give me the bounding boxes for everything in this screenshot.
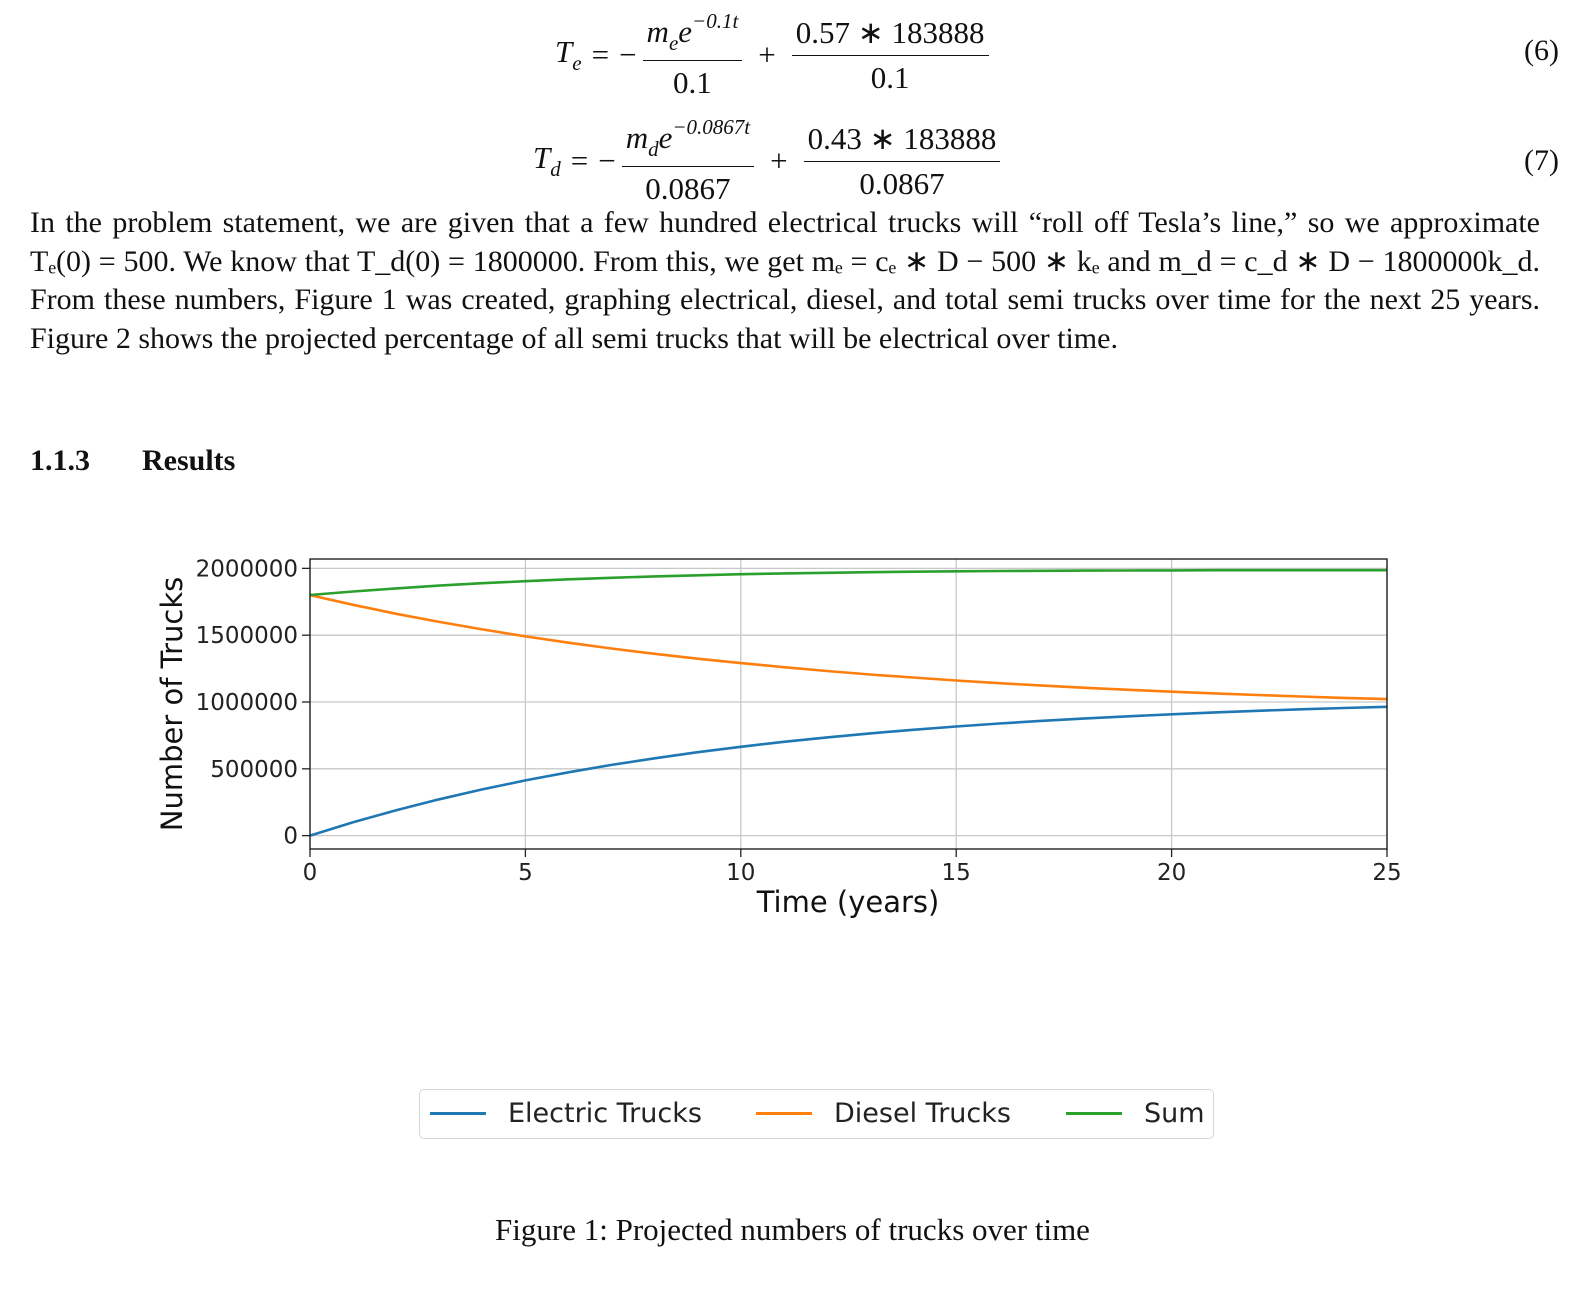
x-axis-label: Time (years) [756, 885, 940, 919]
eq7-var-sub: d [648, 137, 659, 161]
eq6-numerator-2: 0.57 ∗ 183888 [791, 15, 989, 56]
legend-item-diesel: Diesel Trucks [756, 1090, 1011, 1137]
equation-7-body: Td = − mde−0.0867t 0.0867 + 0.43 ∗ 18388… [533, 106, 1006, 216]
frame-layer [309, 558, 1388, 850]
eq7-exponent: −0.0867t [672, 115, 751, 139]
eq6-fraction-1: mee−0.1t 0.1 [642, 9, 743, 101]
eq6-var-sub: e [668, 31, 679, 55]
eq7-denominator-1: 0.0867 [645, 171, 731, 206]
x-tick-label-10: 10 [726, 860, 755, 886]
legend-swatch-diesel [756, 1112, 812, 1115]
x-tick-label-0: 0 [303, 860, 318, 886]
y-axis-label: Number of Trucks [155, 577, 189, 832]
grid-layer [309, 559, 1388, 849]
equation-7: Td = − mde−0.0867t 0.0867 + 0.43 ∗ 18388… [0, 106, 1585, 216]
equation-6-body: Te = − mee−0.1t 0.1 + 0.57 ∗ 183888 0.1 [555, 0, 995, 110]
y-tick-label-0: 0 [283, 824, 298, 850]
legend-label-sum: Sum [1144, 1098, 1205, 1129]
figure-caption: Figure 1: Projected numbers of trucks ov… [495, 1212, 1090, 1247]
x-tick-label-25: 25 [1372, 860, 1401, 886]
legend-label-electric: Electric Trucks [508, 1098, 702, 1129]
series-line-diesel-trucks [309, 593, 1388, 701]
legend-item-sum: Sum [1066, 1090, 1205, 1137]
y-tick-label-1500000: 1500000 [196, 623, 298, 649]
eq6-lhs-symbol: T [555, 34, 573, 69]
eq6-var: m [646, 14, 669, 49]
eq7-numerator-2: 0.43 ∗ 183888 [803, 121, 1001, 162]
tick-layer: 0 5 10 15 20 25 0 500000 1000000 1500000 2000000 [196, 556, 1402, 886]
eq6-exponent: −0.1t [692, 9, 739, 33]
section-number: 1.1.3 [30, 444, 90, 477]
eq7-lhs-symbol: T [533, 140, 551, 175]
eq7-lhs-sub: d [550, 157, 561, 181]
x-tick-label-5: 5 [518, 860, 533, 886]
chart-legend: Electric Trucks Diesel Trucks Sum [419, 1089, 1214, 1139]
section-heading: 1.1.3 Results [30, 444, 235, 478]
x-tick-label-15: 15 [942, 860, 971, 886]
eq7-fraction-1: mde−0.0867t 0.0867 [621, 115, 755, 207]
y-tick-label-2000000: 2000000 [196, 556, 298, 582]
eq6-denominator-2: 0.1 [870, 59, 910, 95]
legend-swatch-electric [430, 1112, 486, 1115]
y-tick-label-500000: 500000 [210, 757, 298, 783]
legend-label-diesel: Diesel Trucks [834, 1098, 1011, 1129]
eq7-denominator-2: 0.0867 [859, 165, 945, 201]
eq6-lhs-sub: e [572, 51, 582, 75]
equation-number-7: (7) [1524, 144, 1559, 177]
legend-item-electric: Electric Trucks [430, 1090, 702, 1137]
y-tick-label-1000000: 1000000 [196, 690, 298, 716]
x-tick-label-20: 20 [1157, 860, 1186, 886]
eq6-denominator-1: 0.1 [673, 65, 712, 100]
eq7-fraction-2: 0.43 ∗ 183888 0.0867 [803, 121, 1001, 202]
series-layer [309, 568, 1388, 837]
eq7-var: m [625, 120, 649, 155]
legend-swatch-sum [1066, 1112, 1122, 1115]
body-paragraph: In the problem statement, we are given t… [30, 206, 1540, 355]
equation-number-6: (6) [1524, 34, 1559, 67]
plot-frame [309, 558, 1388, 850]
eq6-fraction-2: 0.57 ∗ 183888 0.1 [791, 15, 989, 96]
equation-6: Te = − mee−0.1t 0.1 + 0.57 ∗ 183888 0.1 … [0, 0, 1585, 110]
series-line-electric-trucks [309, 705, 1388, 837]
section-title: Results [142, 444, 236, 477]
series-line-sum [309, 568, 1387, 597]
